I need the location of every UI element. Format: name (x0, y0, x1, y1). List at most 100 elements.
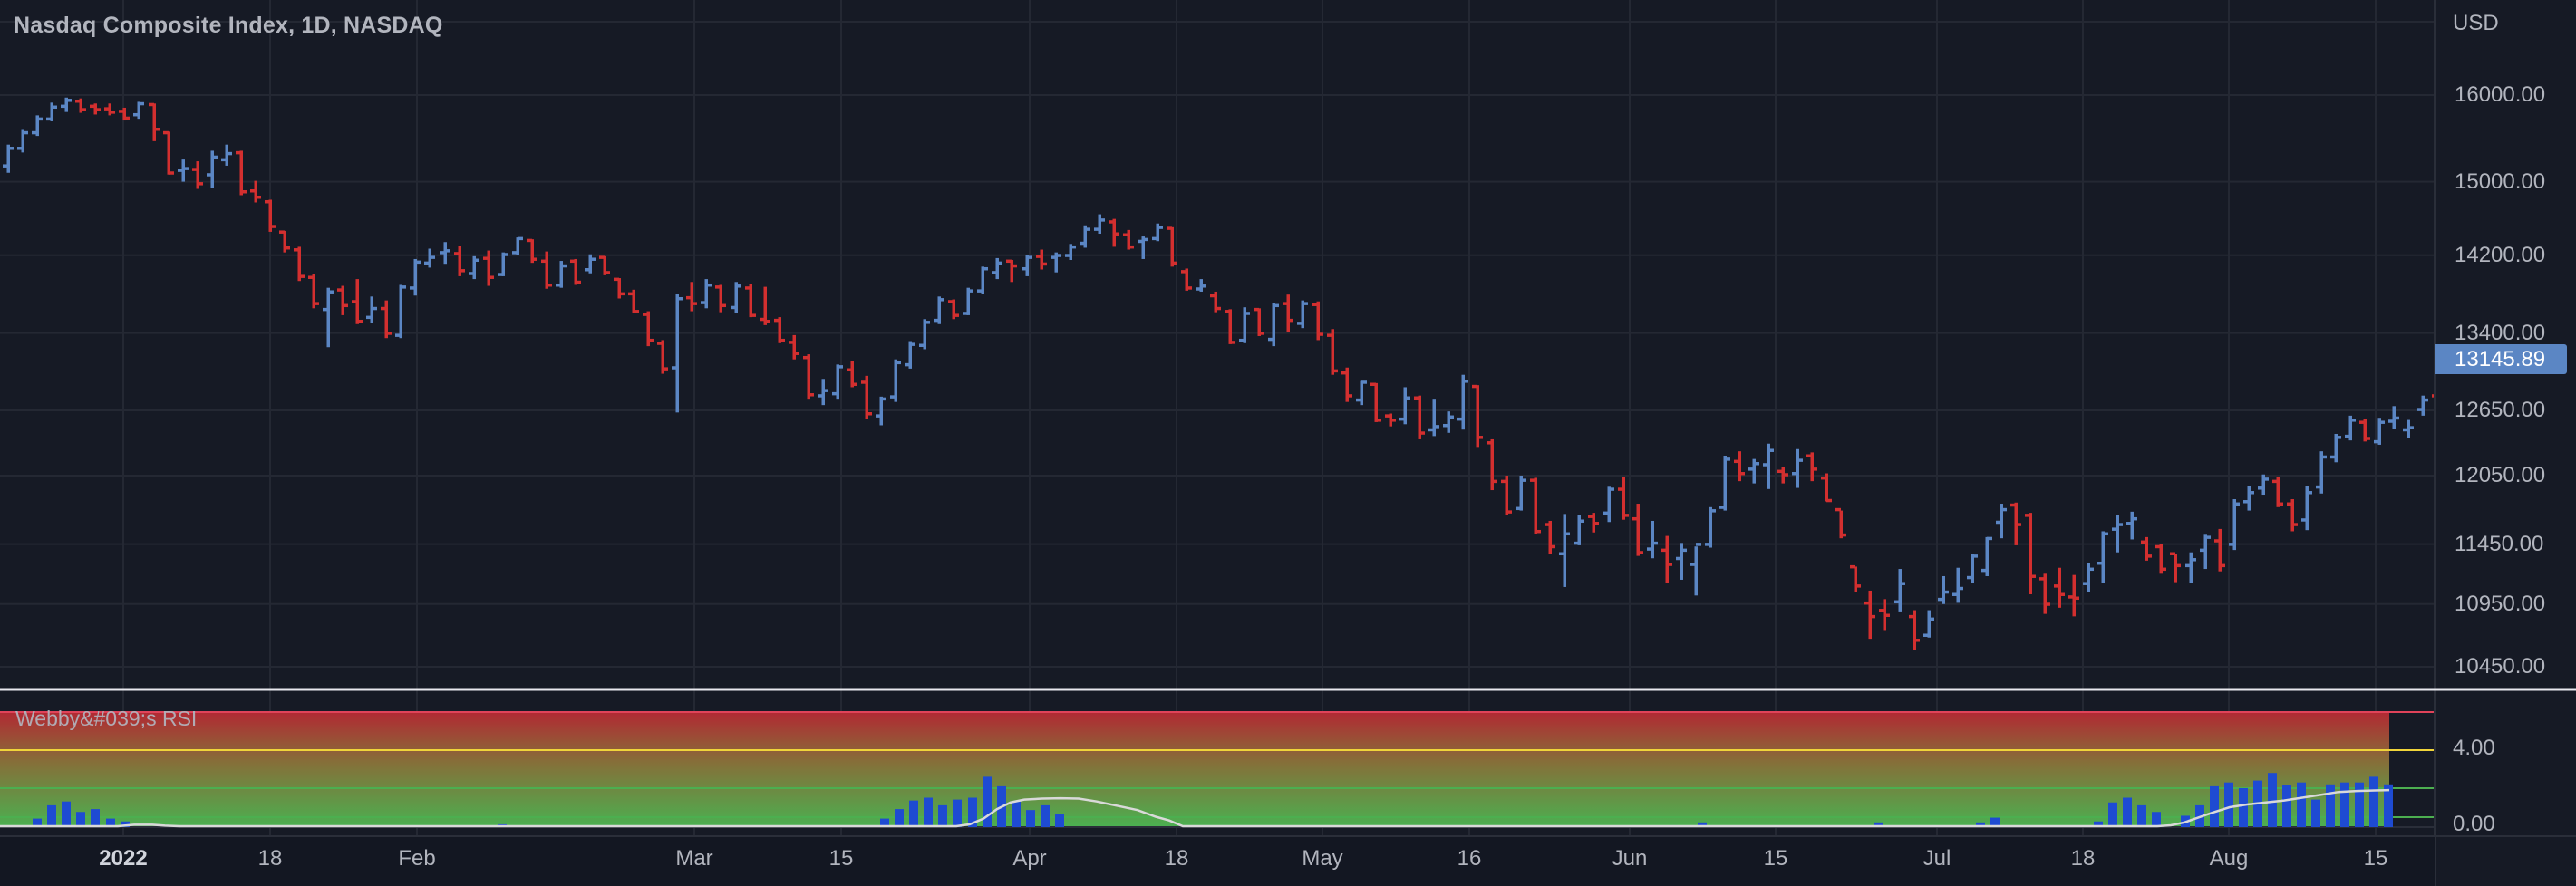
ohlc-bar (1457, 374, 1468, 430)
ohlc-bar (1618, 477, 1629, 520)
rsi-histogram-bar (1698, 822, 1707, 827)
ohlc-bar (207, 150, 218, 188)
rsi-histogram-bar (2384, 784, 2393, 827)
ohlc-bar (570, 258, 581, 285)
symbol-title[interactable]: Nasdaq Composite Index, 1D, NASDAQ (14, 13, 443, 38)
rsi-histogram-bar (2369, 776, 2378, 827)
ohlc-bar (17, 129, 28, 153)
ohlc-bar (75, 98, 86, 113)
ohlc-bar (1835, 507, 1846, 539)
ohlc-bar (789, 334, 799, 360)
rsi-histogram-bar (2123, 797, 2132, 827)
ohlc-bar (1792, 448, 1803, 488)
ohlc-bar (657, 340, 668, 374)
ohlc-bar (1181, 268, 1192, 291)
ohlc-bar (2068, 574, 2079, 617)
time-axis-label: 15 (1763, 846, 1788, 871)
ohlc-bar (236, 150, 247, 196)
ohlc-bar (1094, 214, 1105, 234)
ohlc-bar (2345, 415, 2356, 441)
ohlc-bar (2229, 499, 2240, 551)
ohlc-bar (1996, 504, 2007, 539)
rsi-histogram-bar (909, 800, 918, 827)
ohlc-bar (1022, 255, 1032, 276)
rsi-pane[interactable] (0, 711, 2435, 828)
ohlc-bar (1938, 575, 1949, 604)
rsi-histogram-bar (2137, 804, 2146, 827)
price-axis-label: 15000.00 (2455, 169, 2546, 194)
ohlc-bar (1210, 291, 1221, 313)
ohlc-bar (2039, 573, 2050, 614)
ohlc-bar (1952, 567, 1963, 603)
ohlc-bar (149, 102, 160, 141)
ohlc-bar (1559, 514, 1570, 587)
ohlc-bar (1487, 438, 1497, 491)
rsi-histogram-bar (2224, 782, 2233, 827)
ohlc-bar (847, 361, 857, 388)
rsi-histogram-bar (1990, 817, 2000, 827)
ohlc-bar (934, 296, 944, 324)
ohlc-bar (1268, 303, 1279, 347)
ohlc-bar (2301, 486, 2312, 531)
ohlc-bar (2185, 552, 2196, 583)
ohlc-bar (1297, 300, 1308, 329)
ohlc-bar (1967, 554, 1978, 583)
ohlc-bar (585, 254, 596, 274)
ohlc-bar (1588, 513, 1599, 533)
rsi-histogram-bar (2326, 784, 2335, 827)
ohlc-bar (1864, 590, 1875, 640)
ohlc-bar (2243, 486, 2254, 511)
ohlc-bar (1647, 520, 1658, 559)
ohlc-bar (337, 285, 348, 315)
ohlc-bar (1909, 610, 1920, 650)
rsi-histogram-bar (2108, 802, 2117, 827)
ohlc-bar (104, 103, 115, 116)
indicator-title[interactable]: Webby&#039;s RSI (15, 707, 198, 730)
ohlc-bar (294, 246, 305, 282)
ohlc-bar (1676, 543, 1687, 580)
ohlc-bar (221, 144, 232, 166)
ohlc-bar (178, 159, 189, 182)
ohlc-bar (1879, 599, 1890, 631)
ohlc-bar (614, 277, 625, 299)
ohlc-bar (381, 300, 392, 339)
ohlc-bar (643, 311, 654, 347)
time-axis-label: 15 (828, 846, 854, 871)
ohlc-bar (1777, 467, 1788, 484)
rsi-histogram-bar (968, 797, 977, 827)
ohlc-bar (832, 364, 843, 400)
rsi-histogram-bar (1041, 804, 1050, 827)
ohlc-bar (905, 341, 915, 369)
ohlc-bar (992, 257, 1002, 280)
ohlc-bar (1516, 475, 1526, 511)
rsi-histogram-bar (62, 801, 71, 827)
ohlc-bar (2374, 418, 2385, 445)
grid-lines (0, 0, 2435, 836)
ohlc-bar (1152, 223, 1163, 242)
ohlc-bar (250, 180, 261, 203)
ohlc-bar (1167, 226, 1177, 267)
ohlc-bar (890, 359, 901, 402)
rsi-histogram-bar (983, 776, 992, 827)
ohlc-bar (1748, 458, 1759, 484)
ohlc-bar (1894, 569, 1905, 612)
ohlc-bar (2097, 531, 2108, 583)
ohlc-bar (2054, 567, 2065, 608)
ohlc-bar (424, 248, 435, 268)
ohlc-bar (2359, 419, 2370, 442)
ohlc-bars[interactable] (3, 97, 2487, 650)
ohlc-bar (1705, 506, 1716, 548)
rsi-histogram-bar (2239, 788, 2248, 827)
time-axis-label: Apr (1012, 846, 1047, 871)
ohlc-bar (2287, 499, 2298, 532)
price-axis-label: 13400.00 (2455, 320, 2546, 345)
ohlc-bar (1923, 610, 1934, 638)
ohlc-bar (279, 230, 290, 253)
ohlc-bar (715, 284, 726, 313)
ohlc-bar (1123, 229, 1134, 250)
ohlc-bar (308, 274, 319, 309)
ohlc-bar (1428, 399, 1439, 437)
rsi-histogram-bar (76, 812, 85, 827)
